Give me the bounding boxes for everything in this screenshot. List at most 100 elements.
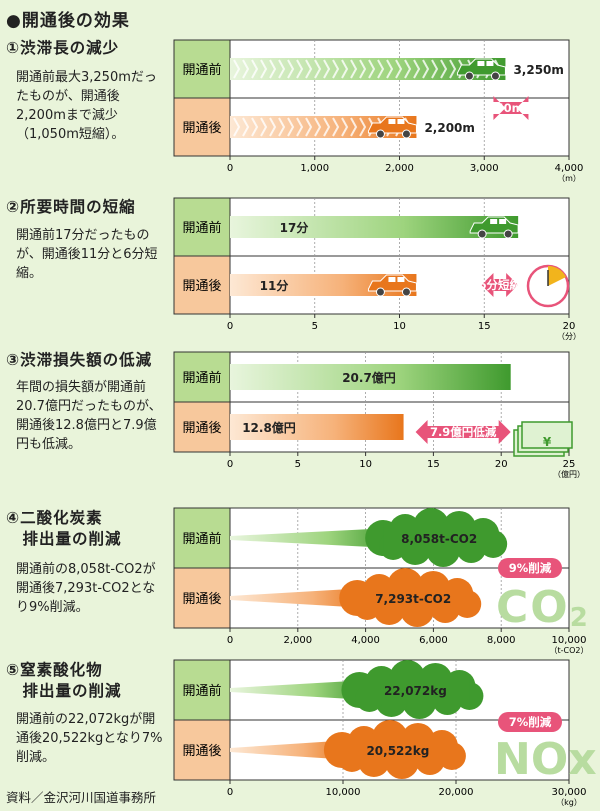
- tick-label: 5: [312, 321, 318, 332]
- difference-badge: [498, 712, 562, 732]
- tick-label: 2,000: [385, 163, 414, 174]
- value-label-after: 12.8億円: [242, 420, 296, 435]
- difference-label: 9%削減: [509, 561, 552, 575]
- row-label-bg-before: [173, 197, 231, 257]
- difference-label: 7%削減: [509, 715, 552, 729]
- row-label-after: 開通後: [182, 592, 221, 607]
- tick-label: 4,000: [351, 635, 380, 646]
- tick-label: 0: [227, 787, 233, 798]
- difference-label: 6分短縮: [479, 278, 522, 292]
- row-label-after: 開通後: [182, 744, 221, 759]
- money-icon: [513, 421, 573, 457]
- difference-badge: [498, 558, 562, 578]
- nox-watermark: NOx: [494, 734, 597, 785]
- axis-unit-label: （t-CO2）: [550, 646, 589, 655]
- section-4-heading: ④二酸化炭素 排出量の削減: [6, 509, 122, 548]
- row-label-after: 開通後: [182, 421, 221, 436]
- row-label-bg-before: [173, 351, 231, 403]
- chart-travel-time: 開通前開通後 0 5 10 15 20 （分） 17分 11分 6分短縮: [173, 197, 594, 348]
- value-label-after: 7,293t-CO2: [375, 592, 451, 606]
- difference-label: 7.9億円低減: [430, 425, 497, 439]
- tick-label: 20: [563, 321, 576, 332]
- tick-label: 30,000: [552, 787, 587, 798]
- tick-label: 1,000: [300, 163, 329, 174]
- row-label-bg-after: [173, 401, 231, 453]
- tick-label: 20,000: [439, 787, 474, 798]
- bar-after: [230, 720, 466, 779]
- row-label-bg-before: [173, 39, 231, 99]
- row-label-after: 開通後: [182, 121, 221, 136]
- tick-label: 20: [495, 459, 508, 470]
- tick-label: 0: [227, 635, 233, 646]
- tick-label: 0: [227, 163, 233, 174]
- chart-congestion-loss: 開通前 開通後 0 5 10 15 20 25 （億円） 20.7億円 12.8億円 7.9億円低減 ¥: [173, 351, 594, 502]
- bar-after: [230, 414, 404, 440]
- tick-label: 6,000: [419, 635, 448, 646]
- row-label-before: 開通前: [182, 531, 221, 547]
- chart-nox-emission: 開通前開通後 0 10,000 20,000 30,000 （kg） 22,072kg 20,…: [173, 659, 594, 810]
- car-icon: [456, 58, 506, 81]
- chart-congestion-length: 開通前開通後 0 1,000 2,000 3,000 4,000 （m） 3,250m 2,20…: [173, 39, 594, 190]
- car-icon: [367, 116, 417, 139]
- section-2-description: 開通前17分だったものが、開通後11分と6分短縮。: [16, 228, 158, 281]
- bar-before: [230, 216, 519, 238]
- section-2-heading: ②所要時間の短縮: [6, 198, 136, 216]
- row-label-before: 開通前: [182, 683, 221, 699]
- value-label-after: 2,200m: [424, 121, 474, 135]
- value-label-after: 20,522kg: [366, 744, 429, 758]
- row-label-after: 開通後: [182, 279, 221, 294]
- row-label-bg-after: [173, 97, 231, 157]
- car-icon: [469, 216, 519, 239]
- tick-label: 4,000: [555, 163, 584, 174]
- tick-label: 5: [295, 459, 301, 470]
- section-1-heading: ①渋滞長の減少: [6, 39, 120, 57]
- co2-watermark: CO2: [496, 582, 590, 633]
- difference-arrow: [493, 96, 529, 120]
- tick-label: 0: [227, 459, 233, 470]
- section-5-description: 開通前の22,072kgが開通後20,522kgとなり7%削減。: [16, 712, 163, 765]
- car-icon: [367, 274, 417, 297]
- axis-unit-label: （kg）: [556, 798, 582, 807]
- axis-unit-label: （m）: [557, 174, 581, 183]
- axis-unit-label: （億円）: [553, 469, 585, 479]
- section-1-description: 開通前最大3,250mだったものが、開通後2,200mまで減少（1,050m短縮…: [16, 70, 157, 142]
- tick-label: 0: [227, 321, 233, 332]
- difference-arrow: [481, 273, 519, 297]
- axis-unit-label: （分）: [557, 332, 581, 341]
- bar-before: [230, 660, 484, 719]
- bar-before: [230, 364, 511, 390]
- tick-label: 10,000: [326, 787, 361, 798]
- tick-label: 2,000: [283, 635, 312, 646]
- value-label-before: 8,058t-CO2: [401, 532, 477, 546]
- value-label-before: 22,072kg: [384, 684, 447, 698]
- tick-label: 15: [478, 321, 491, 332]
- page-title: ●開通後の効果: [6, 11, 130, 31]
- bar-after: [230, 568, 482, 627]
- tick-label: 10,000: [552, 635, 587, 646]
- difference-label: 1,050m短縮: [475, 101, 547, 115]
- clock-icon: [526, 264, 570, 308]
- row-label-bg-after: [173, 719, 231, 781]
- section-5-heading: ⑤窒素酸化物 排出量の削減: [6, 661, 122, 700]
- section-3-heading: ③渋滞損失額の低減: [6, 351, 153, 369]
- tick-label: 3,000: [470, 163, 499, 174]
- chart-co2-emission: 開通前開通後 0 2,000 4,000 6,000 8,000 10,000 （t-CO2）…: [173, 507, 594, 658]
- tick-label: 25: [563, 459, 576, 470]
- row-label-bg-after: [173, 255, 231, 315]
- row-label-before: 開通前: [182, 370, 221, 386]
- tick-label: 15: [427, 459, 440, 470]
- row-label-before: 開通前: [182, 220, 221, 236]
- yen-symbol: ¥: [543, 435, 552, 449]
- row-label-bg-before: [173, 659, 231, 721]
- difference-arrow: [415, 420, 511, 444]
- section-3-description: 年間の損失額が開通前20.7億円だったものが、開通後12.8億円と7.9億円も低…: [16, 380, 162, 452]
- row-label-before: 開通前: [182, 62, 221, 78]
- value-label-before: 17分: [280, 220, 309, 235]
- section-4-description: 開通前の8,058t-CO2が開通後7,293t-CO2となり9%削減。: [16, 562, 156, 615]
- value-label-after: 11分: [260, 278, 289, 293]
- value-label-before: 20.7億円: [342, 370, 396, 385]
- bar-before: [230, 508, 508, 567]
- tick-label: 8,000: [487, 635, 516, 646]
- tick-label: 10: [393, 321, 406, 332]
- value-label-before: 3,250m: [513, 63, 563, 77]
